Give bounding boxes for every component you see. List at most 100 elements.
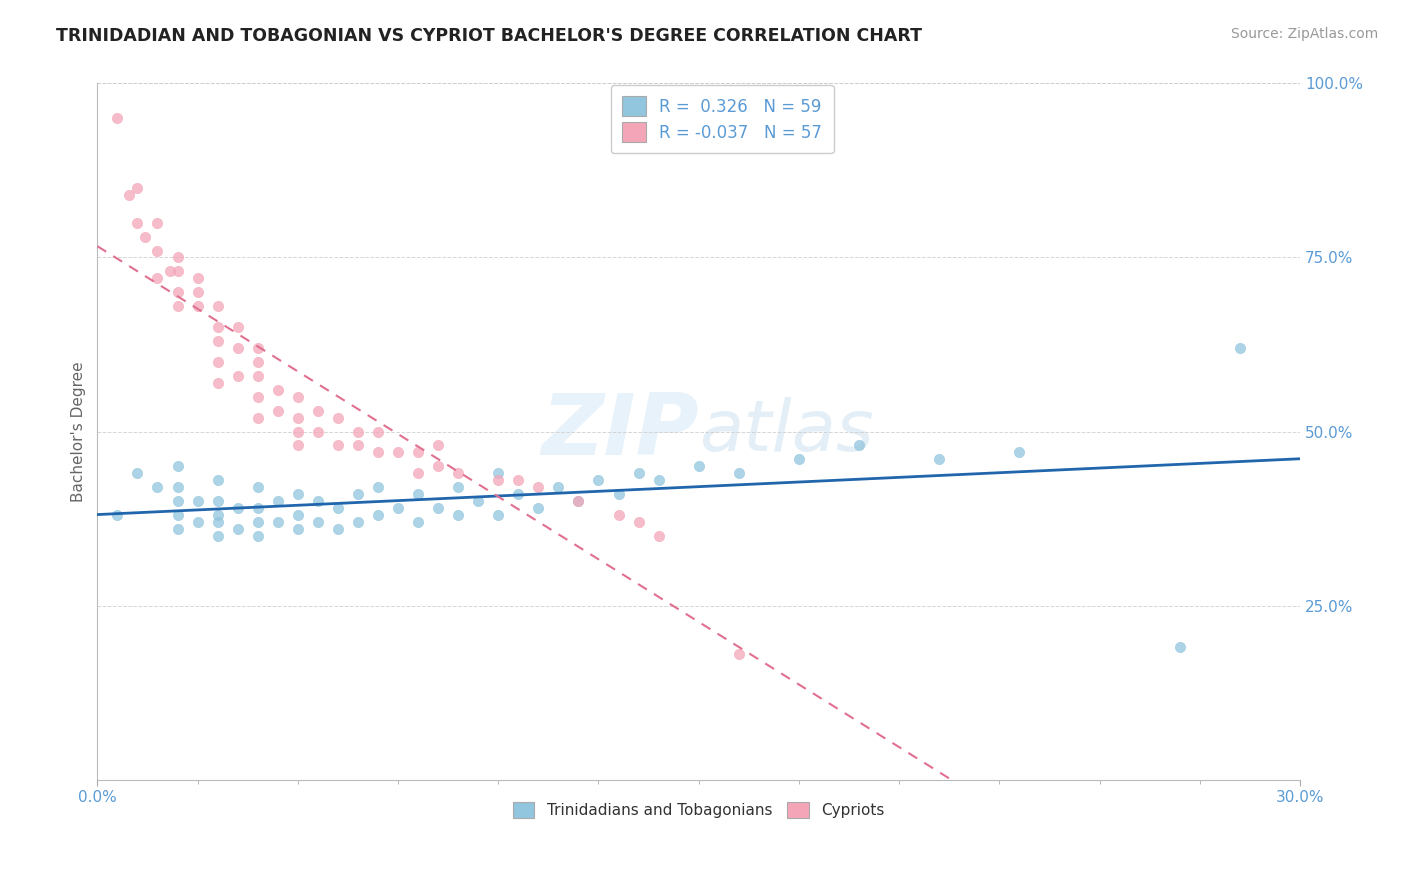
Point — [187, 299, 209, 313]
Point — [607, 487, 630, 501]
Point — [246, 355, 269, 369]
Point — [207, 355, 229, 369]
Point — [207, 529, 229, 543]
Point — [287, 410, 309, 425]
Point — [166, 480, 188, 494]
Point — [326, 501, 349, 516]
Point — [207, 320, 229, 334]
Point — [486, 467, 509, 481]
Point — [166, 285, 188, 300]
Point — [406, 487, 429, 501]
Point — [367, 480, 389, 494]
Point — [427, 459, 450, 474]
Text: atlas: atlas — [699, 397, 873, 466]
Point — [187, 271, 209, 285]
Point — [527, 501, 550, 516]
Point — [367, 445, 389, 459]
Y-axis label: Bachelor's Degree: Bachelor's Degree — [72, 361, 86, 502]
Point — [406, 515, 429, 529]
Point — [787, 452, 810, 467]
Point — [307, 494, 329, 508]
Point — [486, 473, 509, 487]
Point — [267, 383, 290, 397]
Point — [226, 368, 249, 383]
Point — [647, 529, 669, 543]
Point — [928, 452, 950, 467]
Point — [727, 467, 749, 481]
Point — [588, 473, 610, 487]
Point — [246, 390, 269, 404]
Point — [166, 459, 188, 474]
Point — [207, 494, 229, 508]
Point — [627, 515, 650, 529]
Point — [848, 438, 870, 452]
Point — [246, 341, 269, 355]
Point — [246, 410, 269, 425]
Point — [447, 508, 470, 522]
Point — [105, 112, 128, 126]
Point — [347, 438, 370, 452]
Point — [267, 515, 290, 529]
Point — [447, 480, 470, 494]
Point — [467, 494, 489, 508]
Point — [246, 501, 269, 516]
Point — [207, 508, 229, 522]
Point — [1229, 341, 1251, 355]
Point — [367, 425, 389, 439]
Text: Source: ZipAtlas.com: Source: ZipAtlas.com — [1230, 27, 1378, 41]
Point — [447, 467, 470, 481]
Text: TRINIDADIAN AND TOBAGONIAN VS CYPRIOT BACHELOR'S DEGREE CORRELATION CHART: TRINIDADIAN AND TOBAGONIAN VS CYPRIOT BA… — [56, 27, 922, 45]
Point — [1008, 445, 1031, 459]
Point — [427, 438, 450, 452]
Point — [287, 425, 309, 439]
Point — [508, 473, 530, 487]
Point — [207, 334, 229, 348]
Point — [246, 480, 269, 494]
Point — [688, 459, 710, 474]
Point — [427, 501, 450, 516]
Point — [207, 473, 229, 487]
Point — [187, 515, 209, 529]
Point — [307, 403, 329, 417]
Point — [134, 229, 156, 244]
Point — [647, 473, 669, 487]
Point — [287, 508, 309, 522]
Point — [207, 515, 229, 529]
Point — [307, 425, 329, 439]
Point — [127, 467, 149, 481]
Point — [166, 251, 188, 265]
Point — [118, 187, 141, 202]
Point — [166, 494, 188, 508]
Point — [627, 467, 650, 481]
Point — [406, 467, 429, 481]
Point — [287, 487, 309, 501]
Point — [207, 299, 229, 313]
Point — [347, 515, 370, 529]
Point — [508, 487, 530, 501]
Point — [527, 480, 550, 494]
Point — [326, 410, 349, 425]
Text: ZIP: ZIP — [541, 390, 699, 473]
Point — [187, 494, 209, 508]
Point — [226, 522, 249, 536]
Point — [226, 320, 249, 334]
Point — [326, 438, 349, 452]
Point — [246, 529, 269, 543]
Point — [166, 522, 188, 536]
Point — [267, 494, 290, 508]
Point — [387, 445, 409, 459]
Point — [347, 487, 370, 501]
Point — [287, 522, 309, 536]
Point — [567, 494, 589, 508]
Point — [267, 403, 290, 417]
Point — [406, 445, 429, 459]
Point — [146, 271, 169, 285]
Point — [166, 299, 188, 313]
Point — [146, 216, 169, 230]
Point — [387, 501, 409, 516]
Point — [187, 285, 209, 300]
Point — [307, 515, 329, 529]
Point — [105, 508, 128, 522]
Point — [146, 480, 169, 494]
Point — [166, 508, 188, 522]
